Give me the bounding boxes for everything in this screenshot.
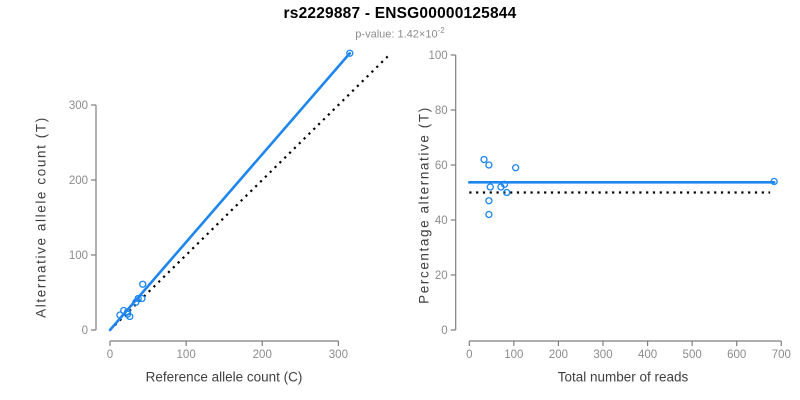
right-x-tick-label: 700 <box>772 349 791 361</box>
left-data-point <box>134 294 142 303</box>
right-x-tick-label: 400 <box>638 349 657 361</box>
left-data-point <box>116 311 124 319</box>
right-data-point <box>485 197 493 205</box>
left-data-point <box>138 294 146 303</box>
left-y-tick-label: 100 <box>69 250 88 262</box>
figure-header: rs2229887 - ENSG00000125844 p-value: 1.4… <box>0 5 800 41</box>
right-x-tick-label: 500 <box>683 349 702 361</box>
right-scatter-panel: 0 100 200 300 400 500 600 700 0 20 40 60 80 100 <box>429 50 791 361</box>
left-data-point <box>126 312 134 321</box>
left-data-point <box>120 306 128 315</box>
left-reference-dotted-line <box>109 54 390 331</box>
left-scatter-panel: 0 100 200 300 0 100 200 300 <box>69 49 390 361</box>
pvalue-subtitle: p-value: 1.42×10-2 <box>0 26 800 41</box>
right-y-tick-label: 80 <box>435 105 448 117</box>
right-data-point <box>485 161 493 169</box>
left-x-tick-label: 300 <box>329 349 348 361</box>
left-data-point <box>346 49 354 57</box>
right-data-point <box>512 164 520 172</box>
left-data-point <box>139 280 147 288</box>
right-x-tick-label: 300 <box>593 349 612 361</box>
right-y-tick-label: 20 <box>435 270 448 282</box>
right-x-tick-label: 600 <box>727 349 746 361</box>
right-data-point <box>480 155 488 164</box>
left-x-axis-title: Reference allele count (C) <box>145 369 303 385</box>
right-data-point <box>770 177 778 186</box>
right-y-tick-label: 40 <box>435 215 448 227</box>
right-data-point <box>500 180 509 188</box>
right-y-axis-title: Percentage alternative (T) <box>416 106 432 304</box>
left-y-tick-label: 0 <box>82 325 88 337</box>
left-y-axis-title: Alternative allele count (T) <box>33 116 49 318</box>
left-x-tick-label: 0 <box>107 349 113 361</box>
right-x-tick-label: 0 <box>466 349 472 361</box>
right-data-point <box>485 210 493 219</box>
left-y-tick-label: 200 <box>69 175 88 187</box>
right-x-axis-title: Total number of reads <box>557 369 689 385</box>
right-x-tick-label: 200 <box>549 349 568 361</box>
figure-title: rs2229887 - ENSG00000125844 <box>283 5 517 22</box>
right-y-tick-label: 100 <box>429 50 448 62</box>
pvalue-exponent: -2 <box>437 26 445 35</box>
right-data-point <box>503 188 511 197</box>
right-data-point <box>486 183 494 191</box>
left-x-tick-label: 100 <box>177 349 196 361</box>
right-x-tick-label: 100 <box>504 349 523 361</box>
left-y-tick-label: 300 <box>69 100 88 112</box>
left-x-tick-label: 200 <box>253 349 272 361</box>
left-fit-line <box>108 51 352 332</box>
pvalue-text: p-value: 1.42×10 <box>355 28 438 41</box>
right-y-tick-label: 0 <box>441 325 447 337</box>
right-y-tick-label: 60 <box>435 160 448 172</box>
